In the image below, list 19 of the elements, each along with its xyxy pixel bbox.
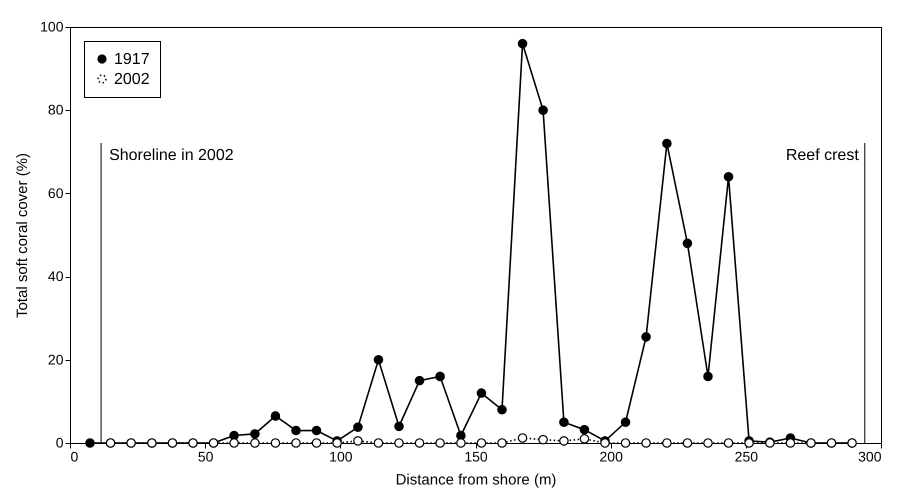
- y-tick-label: 100: [40, 18, 64, 34]
- y-tick-label: 20: [48, 351, 64, 368]
- x-tick-label: 50: [198, 448, 214, 464]
- y-tick-label: 60: [48, 184, 64, 201]
- x-tick-label: 200: [599, 448, 624, 464]
- x-tick-label: 150: [464, 448, 488, 464]
- y-tick-label: 80: [48, 102, 64, 118]
- x-tick-label: 0: [70, 448, 78, 464]
- y-tick-label: 0: [56, 434, 64, 450]
- x-tick-label: 100: [329, 448, 353, 464]
- y-tick-label: 40: [48, 268, 64, 284]
- y-axis-title: Total soft coral cover (%): [14, 152, 32, 318]
- legend-label: 1917: [114, 51, 150, 68]
- ref-line-label: Reef crest: [786, 147, 860, 164]
- x-tick-label: 300: [858, 448, 882, 464]
- legend-label: 2002: [114, 71, 150, 88]
- x-tick-label: 250: [734, 448, 758, 464]
- x-axis-title: Distance from shore (m): [396, 472, 556, 488]
- ref-line-label: Shoreline in 2002: [109, 147, 234, 164]
